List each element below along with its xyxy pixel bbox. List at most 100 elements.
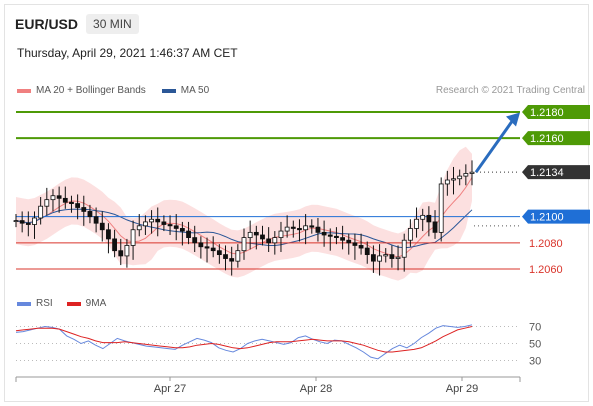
candle-body [19,220,25,224]
candle [414,207,419,238]
candle [321,220,327,247]
candle-body [401,239,407,258]
candle-body [290,226,296,229]
candle [278,221,284,252]
candle [364,241,370,264]
candle [235,244,241,268]
timeframe-badge[interactable]: 30 MIN [86,14,139,34]
candle-body [266,238,272,244]
candle-body [62,197,68,203]
level-label-current: 1.2134 [530,167,564,179]
candle-body [87,211,93,218]
x-tick-label: Apr 28 [300,383,332,395]
candle [216,244,222,264]
candle [260,225,265,246]
candle-body [358,245,364,249]
candle [56,186,62,213]
candle [444,170,450,196]
legend-item-rsi: RSI [17,298,53,309]
candle [32,211,37,239]
legend-label-rsi: RSI [36,298,53,309]
candle [13,214,19,228]
candle-body [432,221,438,233]
candle-body [371,254,376,262]
candle-body [69,201,74,204]
candle-body [315,226,321,233]
candle [383,248,389,263]
candle [210,236,216,258]
candle-body [284,226,290,232]
chart-header: EUR/USD 30 MIN [15,14,139,34]
level-tag-current [522,165,590,180]
candle-body [383,254,389,257]
candle-body [235,250,241,262]
candle-body [297,228,302,231]
candle [407,219,413,247]
candle [173,214,179,241]
candle-body [247,231,253,239]
candle-body [44,199,50,207]
level-label-support_1: 1.2080 [529,238,563,250]
legend-label-bollinger: MA 20 + Bollinger Bands [36,85,146,96]
candle [352,233,358,260]
candle [87,204,93,224]
candle [389,245,395,268]
candle-body [303,225,309,231]
candle [149,210,154,234]
bollinger-swatch [17,88,31,93]
candle [143,215,148,235]
candle [106,223,111,254]
candle [420,208,426,232]
candle-body [13,220,19,222]
candle-body [407,228,413,241]
candle-body [161,221,167,225]
candle-body [25,222,31,225]
rsi-legend: RSI 9MA [17,298,120,309]
candle-body [241,237,247,252]
candle [290,220,296,238]
candle-body [50,195,56,201]
candle [340,225,345,250]
candle [309,219,315,234]
candle [204,237,210,263]
candle [130,220,136,260]
candle-body [229,258,235,262]
candle [75,194,81,220]
candle [99,211,105,242]
candle-body [278,230,284,239]
candle-body [340,237,345,241]
candle [297,219,302,242]
rsi-tick-30: 30 [529,356,541,368]
candle-body [364,247,370,256]
level-label-resistance_2: 1.2180 [530,107,564,119]
candle [19,211,25,233]
level-label-resistance_1: 1.2160 [530,133,564,145]
rsi-tick-70: 70 [529,322,541,334]
legend-item-9ma: 9MA [66,298,106,309]
candle-body [327,234,333,237]
candle [457,169,463,186]
instrument-title: EUR/USD [15,16,79,32]
candle-body [420,214,426,220]
candle-body [173,225,179,229]
candle [371,245,376,273]
candle-body [444,179,450,185]
candle [247,220,253,250]
candle-body [143,221,148,227]
candle [463,164,469,186]
candle-body [414,218,419,229]
candle-body [346,239,352,244]
candle-body [463,173,469,177]
candle [327,228,333,251]
forecast-arrow-shaft [474,117,516,174]
candle [469,160,475,186]
candle-body [136,225,142,231]
candle-body [56,195,62,199]
x-tick-label: Apr 29 [446,383,478,395]
candle-body [198,242,204,248]
level-label-support_2: 1.2060 [529,264,563,276]
legend-label-ma50: MA 50 [180,85,210,96]
candle-body [210,247,216,252]
candle-body [204,246,210,249]
